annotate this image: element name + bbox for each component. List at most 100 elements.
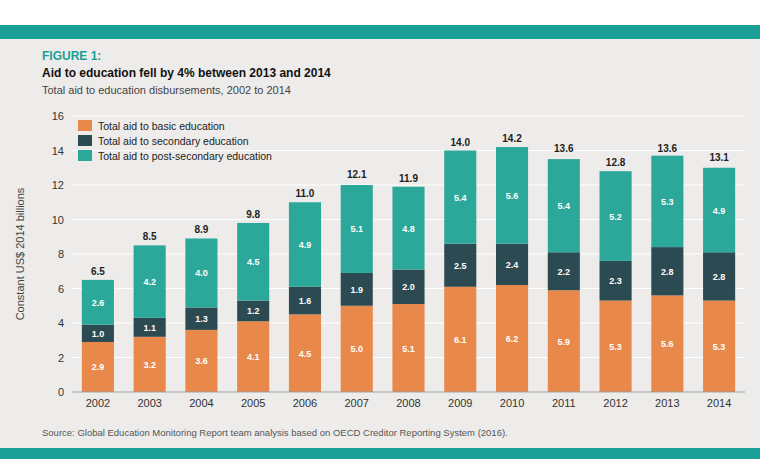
bar-segment	[496, 147, 528, 244]
segment-label: 5.3	[609, 342, 622, 352]
x-tick-label: 2011	[552, 397, 576, 409]
x-tick-label: 2012	[603, 397, 627, 409]
grid-line	[72, 391, 745, 392]
segment-label: 1.9	[350, 285, 363, 295]
segment-label: 3.6	[195, 356, 208, 366]
bar-segment	[651, 247, 683, 295]
bar-segment	[185, 330, 217, 392]
total-label: 12.8	[606, 157, 626, 168]
bar-segment	[82, 325, 114, 342]
data-labels: 2.93.23.64.14.55.05.16.16.25.95.35.65.31…	[91, 133, 729, 372]
total-label: 12.1	[347, 169, 367, 180]
legend: Total aid to basic educationTotal aid to…	[78, 120, 272, 162]
segment-label: 6.1	[454, 335, 467, 345]
bars	[82, 147, 735, 392]
x-tick-label: 2003	[137, 397, 161, 409]
bar-segment	[289, 287, 321, 315]
bar-segment	[341, 185, 373, 273]
legend-swatch	[78, 150, 92, 161]
grid-line	[72, 184, 745, 185]
legend-swatch	[78, 120, 92, 131]
bar-segment	[82, 342, 114, 392]
segment-label: 5.1	[350, 224, 363, 234]
bar-segment	[548, 252, 580, 290]
segment-label: 6.2	[506, 334, 519, 344]
segment-label: 2.5	[454, 261, 467, 271]
bar-segment	[651, 295, 683, 392]
segment-label: 4.8	[402, 224, 415, 234]
bar-segment	[289, 314, 321, 392]
segment-label: 5.3	[713, 342, 726, 352]
chart: FIGURE 1:Aid to education fell by 4% bet…	[0, 0, 760, 459]
segment-label: 4.1	[247, 352, 260, 362]
header-strip	[0, 25, 760, 39]
segment-label: 1.1	[143, 323, 156, 333]
segment-label: 2.3	[609, 276, 622, 286]
segment-label: 2.8	[661, 267, 674, 277]
bar-segment	[444, 244, 476, 287]
total-label: 6.5	[91, 266, 105, 277]
bar-segment	[82, 280, 114, 325]
bar-segment	[289, 202, 321, 287]
total-label: 8.9	[194, 224, 208, 235]
y-axis-label: Constant US$ 2014 billions	[14, 187, 26, 320]
total-label: 13.1	[709, 152, 729, 163]
x-tick-label: 2013	[655, 397, 679, 409]
x-tick-label: 2009	[448, 397, 472, 409]
segment-label: 4.0	[195, 268, 208, 278]
total-label: 8.5	[143, 231, 157, 242]
y-tick-label: 4	[58, 317, 64, 329]
total-label: 14.0	[451, 137, 471, 148]
bar-segment	[237, 301, 269, 322]
y-tick-label: 12	[52, 179, 64, 191]
bar-segment	[392, 270, 424, 305]
segment-label: 2.0	[402, 282, 415, 292]
y-tick-label: 10	[52, 214, 64, 226]
bar-segment	[444, 151, 476, 244]
y-tick-label: 2	[58, 352, 64, 364]
legend-label: Total aid to secondary education	[98, 135, 249, 147]
y-tick-label: 8	[58, 248, 64, 260]
x-tick-label: 2002	[86, 397, 110, 409]
total-label: 14.2	[502, 133, 522, 144]
segment-label: 2.9	[92, 362, 105, 372]
bar-segment	[548, 290, 580, 392]
segment-label: 4.9	[299, 240, 312, 250]
source: Source: Global Education Monitoring Repo…	[42, 427, 508, 438]
x-tick-label: 2010	[500, 397, 524, 409]
x-tick-label: 2004	[189, 397, 213, 409]
segment-label: 2.6	[92, 298, 105, 308]
bar-segment	[134, 245, 166, 317]
segment-label: 5.1	[402, 344, 415, 354]
bar-segment	[600, 261, 632, 301]
segment-label: 5.4	[558, 201, 571, 211]
total-label: 13.6	[554, 143, 574, 154]
segment-label: 2.2	[558, 267, 571, 277]
bar-segment	[651, 156, 683, 247]
legend-swatch	[78, 135, 92, 146]
bar-segment	[237, 223, 269, 301]
x-axis-line	[72, 392, 745, 393]
bar-segment	[703, 168, 735, 253]
total-label: 9.8	[246, 209, 260, 220]
bar-segment	[341, 273, 373, 306]
bar-segment	[703, 252, 735, 300]
title: Aid to education fell by 4% between 2013…	[42, 66, 331, 80]
y-tick-label: 0	[58, 386, 64, 398]
total-label: 11.9	[399, 173, 418, 184]
bar-segment	[392, 304, 424, 392]
x-tick-label: 2007	[344, 397, 368, 409]
bar-segment	[134, 318, 166, 337]
segment-label: 5.0	[350, 344, 363, 354]
segment-label: 3.2	[143, 360, 156, 370]
bar-segment	[444, 287, 476, 392]
x-tick-label: 2006	[293, 397, 317, 409]
bar-segment	[237, 321, 269, 392]
bar-segment	[600, 171, 632, 261]
bar-segment	[392, 187, 424, 270]
segment-label: 5.4	[454, 193, 467, 203]
segment-label: 5.2	[609, 212, 622, 222]
y-tick-label: 16	[52, 110, 64, 122]
subtitle: Total aid to education disbursements, 20…	[42, 84, 291, 96]
segment-label: 4.2	[143, 277, 156, 287]
